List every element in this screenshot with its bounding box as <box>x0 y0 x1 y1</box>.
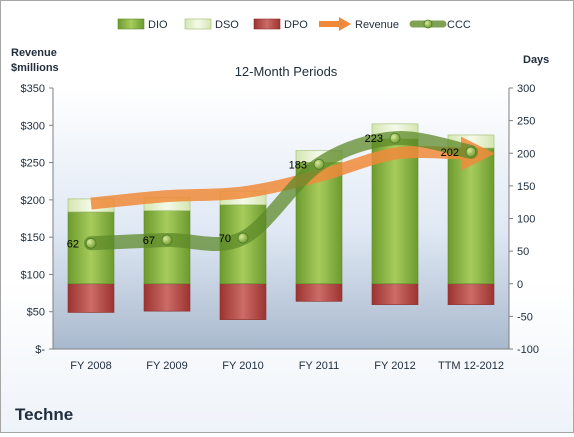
ccc-data-label: 70 <box>219 233 231 245</box>
legend-swatch-revenue-head <box>339 17 351 31</box>
right-tick-label: 100 <box>517 214 535 226</box>
ccc-point <box>85 237 97 249</box>
right-tick-label: -100 <box>517 344 539 356</box>
left-tick-label: $100 <box>21 269 45 281</box>
x-tick-label: FY 2012 <box>374 360 415 372</box>
ccc-data-label: 67 <box>143 235 155 247</box>
ccc-point <box>237 232 249 244</box>
left-tick-label: $150 <box>21 232 45 244</box>
left-axis-label-line2: $millions <box>11 62 59 74</box>
revenue-line <box>90 145 464 210</box>
x-tick-label: FY 2010 <box>222 360 263 372</box>
bar-dpo <box>219 283 267 320</box>
ccc-data-label: 62 <box>67 238 79 250</box>
left-axis-label-line1: Revenue <box>11 47 57 59</box>
right-tick-label: 300 <box>517 83 535 95</box>
ccc-data-label: 223 <box>365 133 383 145</box>
legend-label-dso: DSO <box>215 19 239 31</box>
bar-dpo <box>371 283 419 305</box>
x-tick-label: TTM 12-2012 <box>438 360 504 372</box>
left-tick-label: $50 <box>27 307 45 319</box>
legend: DIO DSO DPO Revenue CCC <box>117 17 471 31</box>
left-tick-label: $- <box>35 344 45 356</box>
legend-label-revenue: Revenue <box>355 19 399 31</box>
bar-dpo <box>447 283 495 305</box>
bars-group <box>67 123 495 320</box>
x-axis-ticks: FY 2008 FY 2009 FY 2010 FY 2011 FY 2012 TTM 1… <box>70 360 504 372</box>
bar-dpo <box>67 283 115 313</box>
left-tick-label: $300 <box>21 120 45 132</box>
ccc-data-label: 202 <box>441 147 459 159</box>
right-tick-label: 0 <box>517 279 523 291</box>
x-tick-label: FY 2009 <box>146 360 187 372</box>
bar-dio <box>447 147 495 285</box>
right-axis-ticks: -100 -50 0 50 100 150 200 250 300 <box>509 83 539 356</box>
ccc-point <box>313 158 325 170</box>
legend-swatch-dio <box>117 18 145 30</box>
right-tick-label: 250 <box>517 116 535 128</box>
legend-label-dio: DIO <box>148 19 168 31</box>
ccc-point <box>465 146 477 158</box>
legend-label-dpo: DPO <box>284 19 308 31</box>
legend-swatch-ccc-dot <box>423 19 433 29</box>
lines-group: 62 67 70 183 223 202 <box>67 131 495 251</box>
legend-swatch-dso <box>184 18 212 30</box>
plot-area <box>53 88 509 349</box>
legend-swatch-dpo <box>253 18 281 30</box>
ccc-data-label: 183 <box>289 159 307 171</box>
bar-dpo <box>295 283 343 302</box>
right-tick-label: -50 <box>517 311 533 323</box>
left-tick-label: $250 <box>21 158 45 170</box>
right-tick-label: 150 <box>517 181 535 193</box>
left-tick-label: $200 <box>21 195 45 207</box>
ccc-point <box>389 132 401 144</box>
chart-title: 12-Month Periods <box>235 64 338 79</box>
ccc-point <box>161 234 173 246</box>
right-axis-label: Days <box>523 54 549 66</box>
x-tick-label: FY 2011 <box>299 360 340 372</box>
left-tick-label: $350 <box>21 83 45 95</box>
company-name: Techne <box>15 405 74 424</box>
legend-label-ccc: CCC <box>447 19 471 31</box>
x-tick-label: FY 2008 <box>70 360 111 372</box>
right-tick-label: 200 <box>517 148 535 160</box>
right-tick-label: 50 <box>517 246 529 258</box>
bar-dpo <box>143 283 191 312</box>
left-axis-ticks: $- $50 $100 $150 $200 $250 $300 $350 <box>21 83 53 356</box>
